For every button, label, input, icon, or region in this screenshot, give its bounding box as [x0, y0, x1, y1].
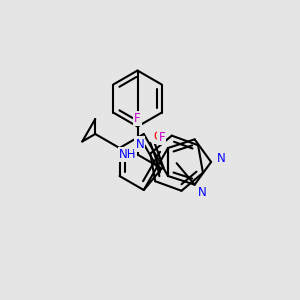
Text: F: F [158, 131, 165, 144]
Text: N: N [198, 186, 207, 199]
Text: N: N [217, 152, 226, 164]
Text: F: F [134, 112, 141, 125]
Text: O: O [154, 130, 163, 143]
Text: NH: NH [119, 148, 136, 161]
Text: N: N [135, 137, 144, 151]
